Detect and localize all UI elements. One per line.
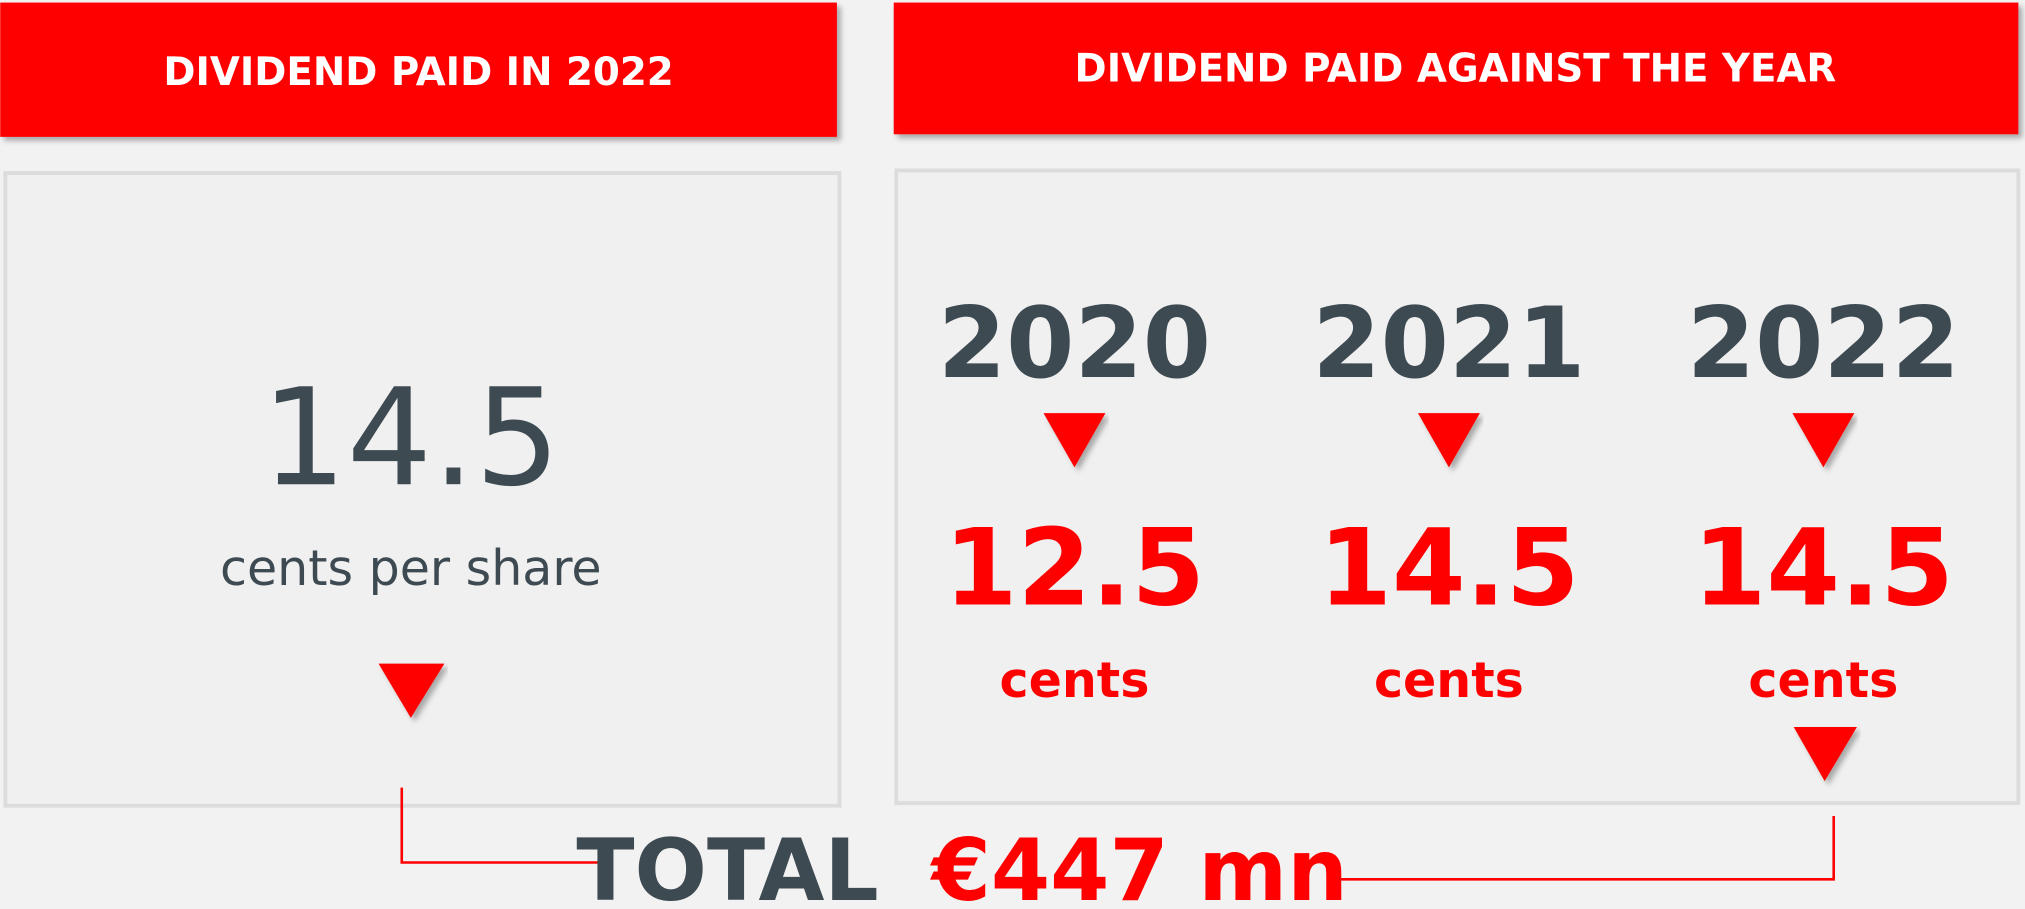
total-label: TOTAL — [576, 822, 878, 909]
year-value: 14.5 — [1318, 506, 1579, 629]
total: TOTAL €447 mn — [576, 822, 1347, 909]
connector — [400, 787, 613, 864]
year: 2020 — [938, 287, 1211, 401]
left-value: 14.5 — [261, 359, 560, 516]
connector — [1330, 816, 1835, 881]
arrow — [1792, 413, 1855, 468]
arrow — [1043, 413, 1106, 468]
right-title: DIVIDEND PAID AGAINST THE YEAR — [1075, 46, 1837, 91]
year-value: 14.5 — [1693, 506, 1954, 629]
left-unit: cents per share — [220, 539, 602, 597]
arrow — [1793, 726, 1857, 782]
left-panel — [3, 171, 842, 808]
left-title: DIVIDEND PAID IN 2022 — [163, 50, 673, 95]
total-amount: €447 mn — [930, 822, 1348, 909]
year: 2022 — [1687, 287, 1960, 401]
left-header — [0, 2, 837, 137]
year: 2021 — [1312, 287, 1585, 401]
arrow — [1417, 413, 1480, 468]
right-header — [893, 2, 2019, 135]
year-unit: cents — [1374, 651, 1524, 709]
year-unit: cents — [1000, 651, 1150, 709]
year-value: 12.5 — [944, 506, 1205, 629]
right-panel — [894, 168, 2021, 806]
arrow — [378, 663, 445, 718]
year-unit: cents — [1748, 651, 1898, 709]
